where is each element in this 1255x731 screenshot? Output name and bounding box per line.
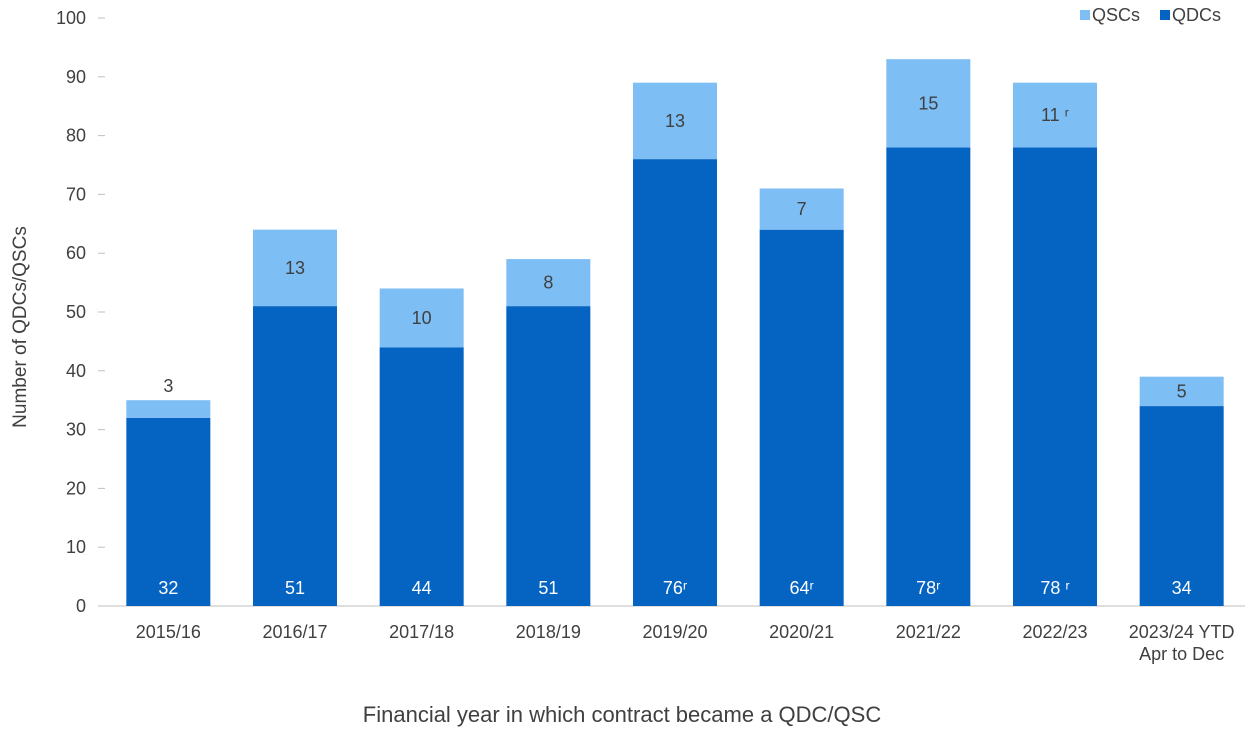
bar-qdcs bbox=[633, 159, 717, 606]
legend: QSCs QDCs bbox=[1080, 5, 1221, 25]
data-label-qscs: 3 bbox=[163, 376, 173, 396]
data-label-qdcs: 78 ʳ bbox=[1040, 578, 1069, 598]
data-label-qdcs: 78ʳ bbox=[916, 578, 940, 598]
bar-qdcs bbox=[253, 306, 337, 606]
bar-qdcs bbox=[759, 229, 844, 606]
y-tick-label: 10 bbox=[66, 537, 86, 557]
y-axis-title: Number of QDCs/QSCs bbox=[10, 226, 31, 428]
bar-qscs bbox=[126, 400, 211, 418]
data-label-qscs: 8 bbox=[543, 273, 553, 293]
legend-swatch-qdcs bbox=[1160, 10, 1170, 20]
x-tick-label: 2022/23 bbox=[1022, 622, 1087, 642]
x-tick-label: 2018/19 bbox=[516, 622, 581, 642]
bar-qscs bbox=[1013, 82, 1097, 148]
bar-qdcs bbox=[506, 306, 591, 606]
bar-qscs bbox=[886, 59, 971, 148]
data-label-qscs: 13 bbox=[665, 111, 685, 131]
x-tick-label: 2021/22 bbox=[896, 622, 961, 642]
bar-qscs bbox=[633, 82, 717, 160]
legend-swatch-qscs bbox=[1080, 10, 1090, 20]
y-tick-label: 40 bbox=[66, 361, 86, 381]
data-label-qscs: 7 bbox=[797, 199, 807, 219]
y-tick-label: 100 bbox=[56, 8, 86, 28]
bars bbox=[126, 59, 1224, 607]
y-tick-label: 90 bbox=[66, 67, 86, 87]
y-axis: 0 10 20 30 40 50 60 70 80 90 100 bbox=[56, 8, 105, 616]
bar-qscs bbox=[759, 188, 844, 230]
data-label-qdcs: 76ʳ bbox=[663, 578, 687, 598]
data-label-qscs: 11 ʳ bbox=[1041, 105, 1069, 125]
data-label-qdcs: 51 bbox=[285, 578, 305, 598]
data-label-qscs: 13 bbox=[285, 258, 305, 278]
y-tick-label: 0 bbox=[76, 596, 86, 616]
bar-qscs bbox=[506, 259, 591, 307]
x-tick-label: 2015/16 bbox=[136, 622, 201, 642]
bar-qscs bbox=[253, 229, 337, 307]
y-tick-label: 20 bbox=[66, 478, 86, 498]
data-label-qdcs: 44 bbox=[412, 578, 432, 598]
bar-qdcs bbox=[126, 417, 211, 606]
data-label-qdcs: 32 bbox=[158, 578, 178, 598]
x-tick-label: 2016/17 bbox=[262, 622, 327, 642]
x-axis-title: Financial year in which contract became … bbox=[363, 702, 882, 727]
data-label-qdcs: 34 bbox=[1172, 578, 1192, 598]
bar-qdcs bbox=[1139, 406, 1224, 606]
y-tick-label: 80 bbox=[66, 126, 86, 146]
y-tick-label: 70 bbox=[66, 184, 86, 204]
bar-qscs bbox=[1139, 376, 1224, 407]
legend-label-qscs: QSCs bbox=[1092, 5, 1140, 25]
y-tick-label: 50 bbox=[66, 302, 86, 322]
bar-qdcs bbox=[1013, 147, 1097, 607]
data-label-qscs: 10 bbox=[412, 308, 432, 328]
x-tick-labels: 2015/16 2016/17 2017/18 2018/19 2019/20 2020/… bbox=[136, 622, 1235, 664]
bar-qscs bbox=[379, 288, 464, 348]
y-tick-label: 60 bbox=[66, 243, 86, 263]
x-tick-label: 2019/20 bbox=[642, 622, 707, 642]
data-label-qdcs: 64ʳ bbox=[789, 578, 813, 598]
bar-qdcs bbox=[379, 347, 464, 606]
x-tick-label: 2023/24 YTD Apr to Dec bbox=[1129, 622, 1235, 664]
data-label-qscs: 15 bbox=[918, 93, 938, 113]
x-tick-label: 2020/21 bbox=[769, 622, 834, 642]
y-tick-label: 30 bbox=[66, 420, 86, 440]
x-tick-label: 2017/18 bbox=[389, 622, 454, 642]
bar-qdcs bbox=[886, 147, 971, 607]
data-label-qdcs: 51 bbox=[538, 578, 558, 598]
legend-label-qdcs: QDCs bbox=[1172, 5, 1221, 25]
data-label-qscs: 5 bbox=[1177, 381, 1187, 401]
bar-labels: 32 3 51 13 44 10 51 8 76ʳ 13 64ʳ 7 78ʳ 15 78 ʳ 11 ʳ 34 5 bbox=[158, 93, 1191, 598]
